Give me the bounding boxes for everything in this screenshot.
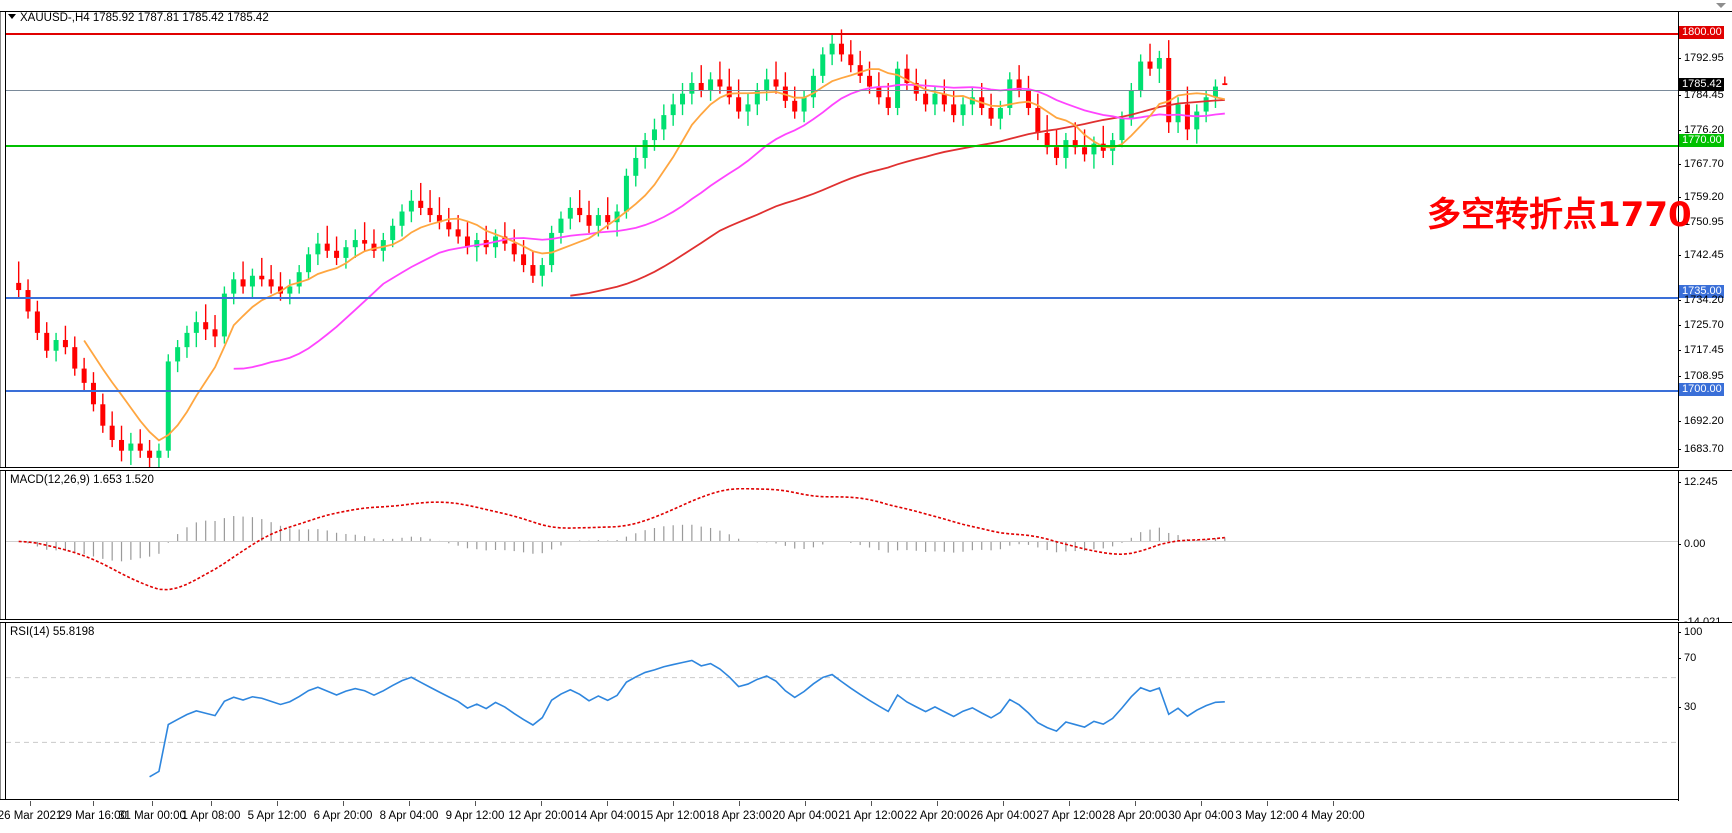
- time-tick-mark: [541, 801, 542, 806]
- symbol-info-line: XAUUSD-,H4 1785.92 1787.81 1785.42 1785.…: [8, 12, 269, 24]
- rsi-plot-area[interactable]: [6, 623, 1678, 799]
- price-tick-label: 1767.70: [1678, 159, 1724, 170]
- time-tick-label: 20 Apr 04:00: [772, 810, 838, 822]
- time-tick-mark: [475, 801, 476, 806]
- time-tick-label: 8 Apr 04:00: [379, 810, 439, 822]
- time-axis[interactable]: 26 Mar 2021 29 Mar 16:00 31 Mar 00:00 1 Apr…: [0, 801, 1732, 831]
- time-tick-label: 28 Apr 20:00: [1102, 810, 1168, 822]
- price-plot-area[interactable]: [6, 12, 1678, 467]
- level-line-1785.42[interactable]: [6, 90, 1678, 91]
- time-tick-label: 30 Apr 04:00: [1168, 810, 1234, 822]
- time-tick-label: 21 Apr 12:00: [838, 810, 904, 822]
- macd-tick-label: 12.245: [1678, 477, 1718, 488]
- time-tick-label: 5 Apr 12:00: [247, 810, 307, 822]
- time-tick-mark: [277, 801, 278, 806]
- time-tick-label: 29 Mar 16:00: [59, 810, 127, 822]
- price-tag: 1735.00: [1679, 285, 1724, 298]
- price-tick-label: 1683.70: [1678, 444, 1724, 455]
- time-tick-label: 22 Apr 20:00: [904, 810, 970, 822]
- price-scale[interactable]: 1800.00 1792.95 1785.42 1784.45 1776.20 1770.…: [1678, 12, 1732, 482]
- level-line-1735.00[interactable]: [6, 297, 1678, 299]
- symbol-ohlc-text: XAUUSD-,H4 1785.92 1787.81 1785.42 1785.…: [20, 12, 269, 24]
- price-tick-label: 1734.20: [1678, 295, 1724, 306]
- time-tick-mark: [937, 801, 938, 806]
- time-tick-label: 15 Apr 12:00: [640, 810, 706, 822]
- level-line-1770.00[interactable]: [6, 145, 1678, 147]
- price-tag: 1800.00: [1679, 26, 1724, 39]
- price-tick-label: 1708.95: [1678, 371, 1724, 382]
- time-tick-mark: [30, 801, 31, 806]
- price-tick-label: 1692.20: [1678, 416, 1724, 427]
- rsi-tick-label: 70: [1678, 653, 1696, 664]
- level-line-1700.00[interactable]: [6, 390, 1678, 392]
- rsi-scale[interactable]: 100 70 30: [1678, 623, 1732, 801]
- price-tick-label: 1750.95: [1678, 217, 1724, 228]
- price-tag: 1770.00: [1679, 134, 1724, 147]
- time-tick-mark: [1135, 801, 1136, 806]
- price-tick-label: 1792.95: [1678, 53, 1724, 64]
- time-tick-mark: [211, 801, 212, 806]
- time-tick-mark: [1267, 801, 1268, 806]
- price-tick-label: 1742.45: [1678, 250, 1724, 261]
- panel-left-rail: [0, 623, 6, 799]
- time-tick-mark: [805, 801, 806, 806]
- price-chart-panel[interactable]: XAUUSD-,H4 1785.92 1787.81 1785.42 1785.…: [0, 12, 1732, 482]
- price-tick-label: 1725.70: [1678, 320, 1724, 331]
- price-tag: 1700.00: [1679, 383, 1724, 396]
- price-tick-label: 1759.20: [1678, 192, 1724, 203]
- macd-plot-area[interactable]: [6, 471, 1678, 619]
- time-tick-label: 14 Apr 04:00: [574, 810, 640, 822]
- time-tick-mark: [1069, 801, 1070, 806]
- chart-top-strip: [0, 0, 1732, 12]
- time-tick-mark: [871, 801, 872, 806]
- time-tick-mark: [739, 801, 740, 806]
- rsi-panel-title: RSI(14) 55.8198: [10, 626, 95, 638]
- rsi-tick-label: 30: [1678, 702, 1696, 713]
- time-tick-label: 26 Apr 04:00: [970, 810, 1036, 822]
- macd-panel[interactable]: MACD(12,26,9) 1.653 1.520 12.2450.00-14.…: [0, 470, 1732, 628]
- time-tick-label: 1 Apr 08:00: [181, 810, 241, 822]
- time-tick-mark: [1333, 801, 1334, 806]
- level-line-1800.00[interactable]: [6, 33, 1678, 35]
- scale-divider: [1678, 623, 1679, 801]
- macd-series: [6, 487, 1678, 591]
- time-tick-mark: [607, 801, 608, 806]
- caret-down-icon[interactable]: [8, 14, 16, 19]
- time-tick-label: 6 Apr 20:00: [313, 810, 373, 822]
- price-tag: 1785.42: [1679, 78, 1724, 91]
- time-tick-label: 26 Mar 2021: [0, 810, 63, 822]
- time-tick-label: 12 Apr 20:00: [508, 810, 574, 822]
- time-tick-label: 9 Apr 12:00: [445, 810, 505, 822]
- chart-annotation-text: 多空转折点1770: [1427, 195, 1692, 235]
- panel-left-rail: [0, 12, 6, 467]
- rsi-panel[interactable]: RSI(14) 55.8198 100 70 30: [0, 622, 1732, 801]
- time-tick-mark: [673, 801, 674, 806]
- scale-divider: [1678, 471, 1679, 621]
- macd-panel-title: MACD(12,26,9) 1.653 1.520: [10, 474, 154, 486]
- scale-divider: [1678, 12, 1679, 468]
- panel-left-rail: [0, 471, 6, 619]
- time-tick-label: 27 Apr 12:00: [1036, 810, 1102, 822]
- time-tick-mark: [1201, 801, 1202, 806]
- macd-tick-label: 0.00: [1678, 539, 1705, 550]
- time-tick-mark: [343, 801, 344, 806]
- rsi-tick-label: 100: [1678, 627, 1702, 638]
- time-tick-label: 18 Apr 23:00: [706, 810, 772, 822]
- time-tick-label: 31 Mar 00:00: [118, 810, 186, 822]
- time-tick-label: 4 May 20:00: [1301, 810, 1365, 822]
- rsi-series: [6, 659, 1678, 778]
- caret-down-icon[interactable]: [1716, 3, 1726, 8]
- price-tick-label: 1717.45: [1678, 345, 1724, 356]
- time-tick-mark: [409, 801, 410, 806]
- price-tick-label: 1784.45: [1678, 90, 1724, 101]
- time-tick-mark: [152, 801, 153, 806]
- time-tick-mark: [93, 801, 94, 806]
- time-tick-mark: [1003, 801, 1004, 806]
- candlestick-series: [16, 29, 1228, 467]
- time-tick-label: 3 May 12:00: [1235, 810, 1299, 822]
- price-tick-label: 1776.20: [1678, 125, 1724, 136]
